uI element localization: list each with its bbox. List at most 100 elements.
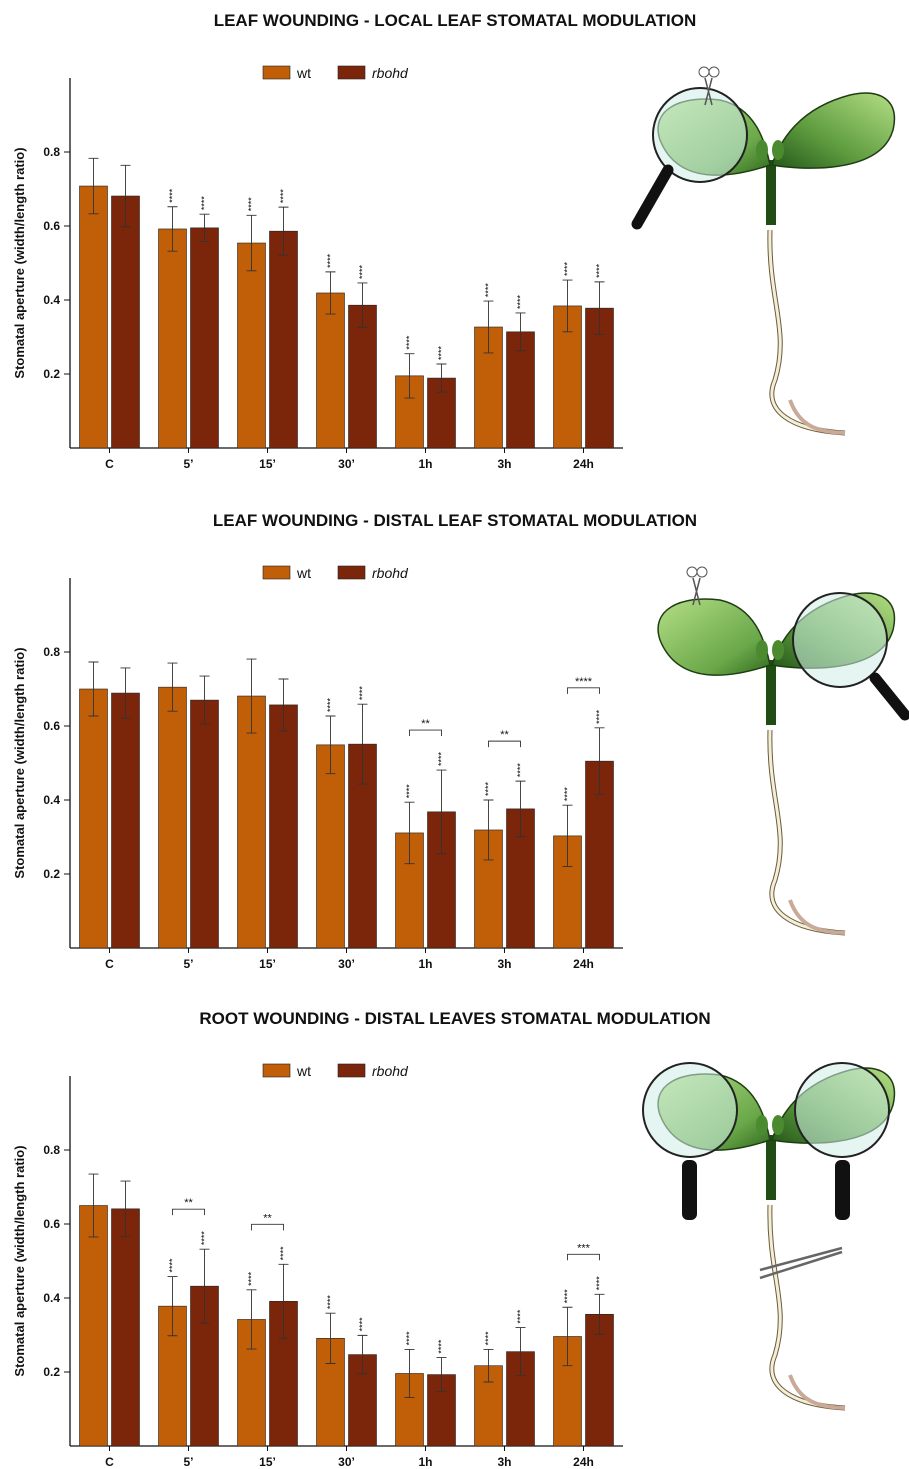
significance-label: **** <box>200 196 210 211</box>
bar <box>112 196 140 448</box>
significance-label: **** <box>595 263 605 278</box>
legend-swatch <box>263 66 290 79</box>
y-tick-label: 0.6 <box>43 219 60 233</box>
significance-label: **** <box>247 197 257 212</box>
chart-title: LEAF WOUNDING - DISTAL LEAF STOMATAL MOD… <box>213 511 697 530</box>
significance-label: **** <box>484 283 494 298</box>
comparison-label: *** <box>577 1242 591 1254</box>
figure: LEAF WOUNDING - LOCAL LEAF STOMATAL MODU… <box>0 0 909 1469</box>
significance-label: **** <box>563 262 573 277</box>
x-tick-label: C <box>105 457 114 471</box>
x-tick-label: 24h <box>573 1455 594 1469</box>
significance-label: **** <box>279 1246 289 1261</box>
y-tick-label: 0.2 <box>43 1365 60 1379</box>
significance-label: **** <box>405 784 415 799</box>
x-tick-label: 15’ <box>259 1455 276 1469</box>
significance-label: **** <box>405 1331 415 1346</box>
comparison-label: ** <box>184 1197 193 1209</box>
bar <box>112 1209 140 1446</box>
x-tick-label: 15’ <box>259 457 276 471</box>
significance-label: **** <box>168 1258 178 1273</box>
significance-label: **** <box>563 1289 573 1304</box>
significance-label: **** <box>279 189 289 204</box>
x-tick-label: 30’ <box>338 457 355 471</box>
y-tick-label: 0.4 <box>43 793 60 807</box>
x-tick-label: C <box>105 1455 114 1469</box>
x-tick-label: 1h <box>418 957 432 971</box>
bar <box>159 687 187 948</box>
y-tick-label: 0.2 <box>43 367 60 381</box>
significance-label: **** <box>484 781 494 796</box>
x-tick-label: 24h <box>573 957 594 971</box>
significance-label: **** <box>595 1276 605 1291</box>
x-tick-label: 5’ <box>183 1455 193 1469</box>
x-tick-label: 5’ <box>183 957 193 971</box>
legend-swatch <box>263 566 290 579</box>
significance-label: **** <box>437 752 447 767</box>
x-tick-label: C <box>105 957 114 971</box>
y-tick-label: 0.8 <box>43 1143 60 1157</box>
significance-label: **** <box>516 1309 526 1324</box>
x-tick-label: 24h <box>573 457 594 471</box>
y-tick-label: 0.6 <box>43 1217 60 1231</box>
y-tick-label: 0.8 <box>43 145 60 159</box>
comparison-bracket <box>489 741 521 747</box>
legend-label: rbohd <box>372 565 409 581</box>
significance-label: **** <box>563 787 573 802</box>
comparison-bracket <box>568 688 600 694</box>
x-tick-label: 5’ <box>183 457 193 471</box>
x-tick-label: 1h <box>418 457 432 471</box>
significance-label: **** <box>437 1339 447 1354</box>
bar <box>238 696 266 948</box>
y-axis-label: Stomatal aperture (width/length ratio) <box>12 1145 27 1376</box>
bar <box>270 705 298 948</box>
y-tick-label: 0.6 <box>43 719 60 733</box>
bar <box>159 229 187 448</box>
y-axis-label: Stomatal aperture (width/length ratio) <box>12 647 27 878</box>
bar <box>80 186 108 448</box>
x-tick-label: 3h <box>497 457 511 471</box>
significance-label: **** <box>168 188 178 203</box>
comparison-label: ** <box>500 729 509 741</box>
significance-label: **** <box>516 294 526 309</box>
comparison-bracket <box>410 730 442 736</box>
x-tick-label: 1h <box>418 1455 432 1469</box>
significance-label: **** <box>358 264 368 279</box>
legend-swatch <box>338 566 365 579</box>
y-tick-label: 0.2 <box>43 867 60 881</box>
chart-title: LEAF WOUNDING - LOCAL LEAF STOMATAL MODU… <box>214 11 697 30</box>
comparison-bracket <box>173 1209 205 1215</box>
illustration <box>658 567 905 933</box>
y-axis-label: Stomatal aperture (width/length ratio) <box>12 147 27 378</box>
x-tick-label: 3h <box>497 957 511 971</box>
x-tick-label: 30’ <box>338 1455 355 1469</box>
illustration <box>637 67 894 433</box>
significance-label: **** <box>484 1331 494 1346</box>
bar <box>112 693 140 948</box>
illustration <box>643 1063 894 1408</box>
bar <box>191 700 219 948</box>
legend-label: wt <box>296 1063 311 1079</box>
comparison-label: ** <box>263 1212 272 1224</box>
significance-label: **** <box>437 346 447 361</box>
significance-label: **** <box>358 1317 368 1332</box>
significance-label: **** <box>326 1295 336 1310</box>
comparison-bracket <box>252 1224 284 1230</box>
comparison-bracket <box>568 1254 600 1260</box>
legend-label: rbohd <box>372 65 409 81</box>
legend-label: wt <box>296 565 311 581</box>
x-tick-label: 15’ <box>259 957 276 971</box>
significance-label: **** <box>405 335 415 350</box>
significance-label: **** <box>326 253 336 268</box>
significance-label: **** <box>358 686 368 701</box>
significance-label: **** <box>200 1231 210 1246</box>
bar <box>80 1206 108 1447</box>
significance-label: **** <box>247 1271 257 1286</box>
legend-swatch <box>338 1064 365 1077</box>
bar <box>191 228 219 448</box>
y-tick-label: 0.4 <box>43 293 60 307</box>
bar <box>270 231 298 448</box>
chart-title: ROOT WOUNDING - DISTAL LEAVES STOMATAL M… <box>199 1009 710 1028</box>
comparison-label: ** <box>421 718 430 730</box>
y-tick-label: 0.4 <box>43 1291 60 1305</box>
